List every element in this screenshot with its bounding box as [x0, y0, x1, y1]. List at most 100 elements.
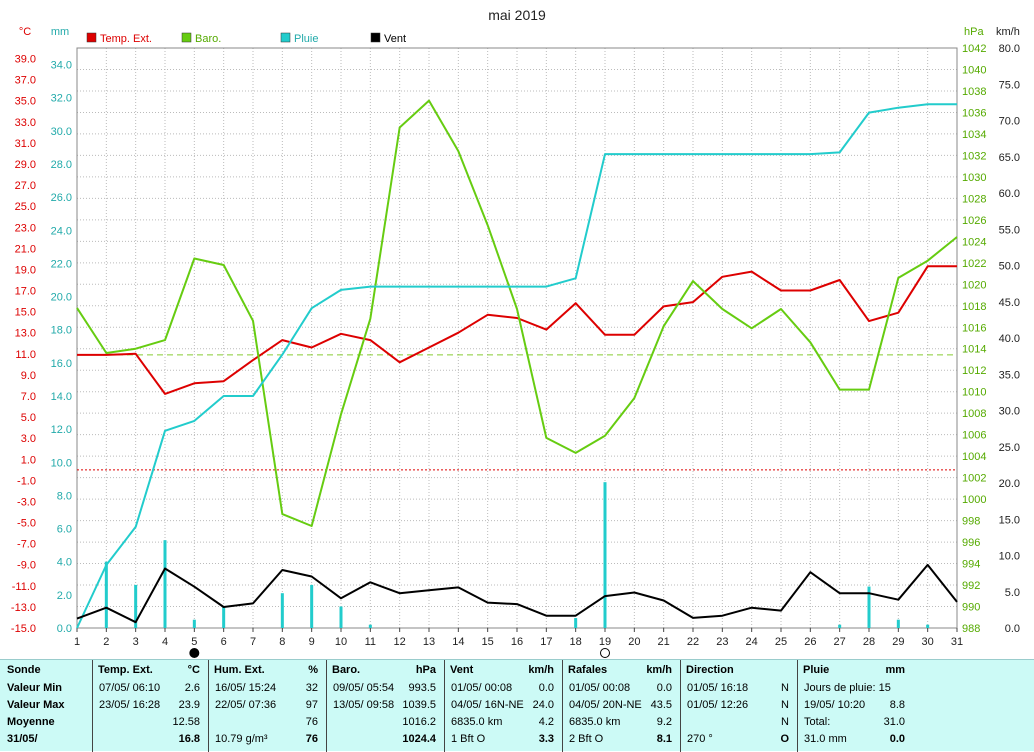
x-tick-label: 27	[834, 636, 846, 648]
pluie-tick-label: 0.0	[57, 623, 72, 635]
pluie-tick-label: 30.0	[51, 126, 72, 138]
summary-row: 1016.2	[327, 714, 444, 730]
summary-value: 8.1	[656, 733, 672, 745]
x-tick-label: 1	[74, 636, 80, 648]
x-tick-label: 21	[658, 636, 670, 648]
vent-tick-label: 55.0	[999, 224, 1020, 236]
summary-sub: 01/05/ 00:08	[451, 682, 513, 694]
temp-tick-label: -7.0	[17, 539, 36, 551]
x-tick-label: 3	[133, 636, 139, 648]
summary-unit: km/h	[528, 664, 554, 676]
summary-sub: 01/05/ 16:18	[687, 682, 749, 694]
summary-header: Temp. Ext. °C	[93, 662, 208, 678]
x-tick-label: 28	[863, 636, 875, 648]
summary-value: 23.9	[178, 699, 200, 711]
summary-value: 2.6	[184, 682, 200, 694]
baro-tick-label: 1000	[962, 494, 986, 506]
row-label: Valeur Min	[7, 682, 63, 694]
baro-unit-label: hPa	[964, 26, 984, 38]
summary-row: 01/05/ 16:18 N	[681, 680, 797, 696]
summary-sub: 09/05/ 05:54	[333, 682, 395, 694]
vent-tick-label: 10.0	[999, 551, 1020, 563]
row-label-row: 31/05/	[0, 731, 92, 747]
pluie-series-line	[76, 103, 957, 629]
summary-column-direction: Direction 01/05/ 16:18 N 01/05/ 12:26 N N 270 …	[680, 660, 797, 752]
summary-value: 76	[305, 733, 318, 745]
legend: Temp. Ext. Baro. Pluie Vent	[86, 32, 406, 45]
temp-tick-label: 39.0	[15, 54, 36, 66]
baro-tick-label: 1018	[962, 301, 986, 313]
x-tick-label: 4	[162, 636, 168, 648]
rain-bar	[310, 584, 314, 628]
summary-sub: 6835.0 km	[569, 716, 621, 728]
summary-value: 9.2	[656, 716, 672, 728]
pluie-tick-label: 32.0	[51, 93, 72, 105]
summary-value: 43.5	[650, 699, 672, 711]
summary-value: N	[781, 699, 789, 711]
x-tick-label: 6	[221, 636, 227, 648]
rain-bar	[134, 584, 138, 628]
temp-tick-label: -5.0	[17, 518, 36, 530]
summary-unit: mm	[885, 664, 905, 676]
summary-sub: 1 Bft O	[451, 733, 486, 745]
legend-label: Pluie	[294, 33, 318, 45]
vent-tick-label: 75.0	[999, 79, 1020, 91]
legend-swatch	[280, 32, 291, 43]
baro-tick-label: 1038	[962, 86, 986, 98]
summary-row: 07/05/ 06:10 2.6	[93, 680, 208, 696]
summary-title: Hum. Ext.	[214, 664, 265, 676]
vent-tick-label: 65.0	[999, 152, 1020, 164]
row-label-row: Valeur Max	[0, 697, 92, 713]
temp-tick-label: 35.0	[15, 96, 36, 108]
summary-value: 16.8	[178, 733, 200, 745]
summary-row: 6835.0 km 9.2	[563, 714, 680, 730]
vent-tick-label: 5.0	[1005, 587, 1020, 599]
temp-tick-label: 11.0	[15, 349, 36, 361]
pluie-tick-label: 16.0	[51, 358, 72, 370]
temp-unit-label: °C	[19, 26, 31, 38]
temp-tick-label: 31.0	[15, 138, 36, 150]
baro-tick-label: 1008	[962, 408, 986, 420]
summary-header: Baro. hPa	[327, 662, 444, 678]
summary-unit: %	[308, 664, 318, 676]
temp-tick-label: -11.0	[12, 581, 36, 593]
summary-value: O	[780, 733, 789, 745]
vent-tick-label: 45.0	[999, 297, 1020, 309]
summary-sub: 01/05/ 12:26	[687, 699, 749, 711]
summary-header: Direction	[681, 662, 797, 678]
summary-value: 32	[305, 682, 318, 694]
x-tick-label: 24	[746, 636, 758, 648]
summary-title: Direction	[686, 664, 734, 676]
summary-title: Pluie	[803, 664, 830, 676]
temp-tick-label: 19.0	[15, 264, 36, 276]
vent-tick-label: 40.0	[999, 333, 1020, 345]
x-tick-label: 15	[482, 636, 494, 648]
summary-row: 31.0 mm 0.0	[798, 731, 913, 747]
summary-sub: 13/05/ 09:58	[333, 699, 395, 711]
summary-sub: 19/05/ 10:20	[804, 699, 866, 711]
summary-sub: Total:	[804, 716, 831, 728]
summary-header: Rafales km/h	[563, 662, 680, 678]
baro-tick-label: 1012	[962, 365, 986, 377]
summary-row: 04/05/ 16N-NE 24.0	[445, 697, 562, 713]
series-layer	[76, 99, 958, 629]
x-tick-label: 26	[804, 636, 816, 648]
full-moon-icon	[189, 648, 200, 658]
x-tick-label: 7	[250, 636, 256, 648]
pluie-tick-label: 28.0	[51, 159, 72, 171]
pluie-tick-label: 10.0	[51, 457, 72, 469]
axes: 1 2 3 4 5 6 7 8 9 10 11 12 13 14 15 16 17 18 19 20 21 22 23 24 2…	[11, 26, 1020, 658]
summary-header: Vent km/h	[445, 662, 562, 678]
summary-sub: 07/05/ 06:10	[99, 682, 161, 694]
x-tick-label: 16	[511, 636, 523, 648]
summary-value: N	[781, 682, 789, 694]
baro-tick-label: 1004	[962, 451, 986, 463]
summary-sub: 04/05/ 16N-NE	[451, 699, 524, 711]
x-tick-label: 18	[570, 636, 582, 648]
row-label: Sonde	[7, 664, 41, 676]
summary-title: Baro.	[332, 664, 361, 676]
legend-swatch	[181, 32, 192, 43]
pluie-unit-label: mm	[51, 26, 69, 38]
baro-tick-label: 990	[962, 602, 980, 614]
rain-bar	[222, 606, 226, 628]
